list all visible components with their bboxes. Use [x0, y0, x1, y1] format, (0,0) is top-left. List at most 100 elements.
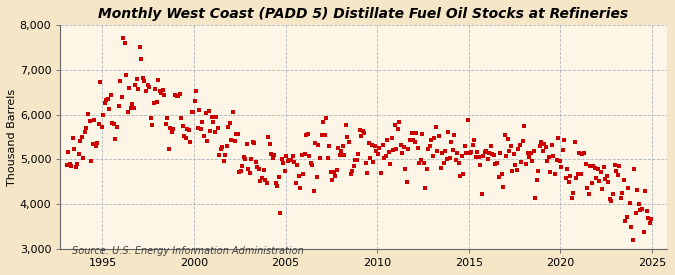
Point — [618, 177, 629, 182]
Point — [448, 147, 458, 152]
Point — [344, 139, 354, 144]
Point — [431, 125, 441, 129]
Point — [479, 149, 490, 154]
Point — [144, 84, 155, 89]
Point — [203, 109, 214, 113]
Point — [255, 178, 266, 183]
Point — [522, 150, 533, 155]
Point — [127, 102, 138, 106]
Point — [357, 129, 368, 134]
Point — [574, 150, 585, 155]
Point — [90, 144, 101, 148]
Point — [576, 172, 587, 176]
Point — [242, 142, 252, 146]
Point — [171, 94, 182, 98]
Point — [347, 169, 358, 173]
Point — [583, 192, 594, 197]
Point — [377, 143, 388, 147]
Point — [507, 169, 518, 173]
Point — [518, 138, 529, 143]
Point — [313, 142, 324, 147]
Point — [122, 109, 133, 114]
Point — [184, 128, 194, 132]
Point — [283, 159, 294, 163]
Point — [454, 161, 464, 166]
Point — [543, 155, 554, 159]
Point — [634, 202, 645, 206]
Point — [249, 141, 260, 145]
Point — [635, 208, 646, 212]
Point — [159, 93, 169, 97]
Point — [250, 160, 261, 164]
Point — [240, 157, 250, 162]
Point — [412, 146, 423, 150]
Point — [116, 95, 127, 99]
Point — [145, 116, 156, 120]
Point — [614, 164, 624, 168]
Point — [151, 100, 162, 104]
Point — [315, 156, 325, 160]
Point — [192, 126, 203, 130]
Point — [516, 160, 526, 164]
Point — [537, 149, 548, 153]
Point — [632, 188, 643, 192]
Point — [415, 158, 426, 162]
Point — [339, 153, 350, 157]
Point — [161, 122, 171, 127]
Point — [223, 124, 234, 129]
Point — [643, 216, 653, 220]
Point — [477, 192, 487, 196]
Point — [111, 125, 122, 129]
Point — [81, 126, 92, 131]
Point — [379, 156, 389, 161]
Point — [302, 131, 313, 136]
Point — [473, 155, 484, 159]
Point — [553, 136, 564, 140]
Point — [526, 159, 537, 164]
Point — [200, 111, 211, 115]
Point — [115, 78, 126, 83]
Point — [506, 143, 516, 148]
Point — [292, 163, 302, 167]
Point — [126, 106, 136, 111]
Point — [374, 146, 385, 150]
Point — [432, 149, 443, 153]
Point — [162, 116, 173, 120]
Point — [103, 97, 113, 101]
Point — [229, 139, 240, 143]
Point — [65, 164, 76, 169]
Point — [382, 138, 393, 142]
Point — [63, 150, 74, 155]
Point — [417, 132, 428, 136]
Point — [293, 173, 304, 178]
Point — [502, 137, 513, 141]
Point — [577, 152, 588, 156]
Point — [273, 174, 284, 179]
Point — [308, 188, 319, 193]
Point — [312, 175, 323, 179]
Point — [153, 78, 163, 82]
Point — [128, 106, 139, 110]
Point — [441, 157, 452, 161]
Point — [406, 131, 417, 136]
Point — [295, 186, 306, 190]
Point — [72, 161, 83, 166]
Point — [438, 161, 449, 166]
Y-axis label: Thousand Barrels: Thousand Barrels — [7, 88, 17, 186]
Point — [351, 158, 362, 162]
Point — [214, 153, 225, 158]
Point — [461, 151, 472, 155]
Point — [146, 123, 157, 127]
Point — [421, 167, 432, 172]
Point — [278, 161, 289, 165]
Point — [261, 181, 272, 185]
Point — [163, 147, 174, 152]
Point — [397, 151, 408, 156]
Point — [612, 172, 623, 177]
Point — [545, 170, 556, 175]
Point — [138, 76, 148, 81]
Point — [124, 86, 134, 90]
Point — [385, 162, 396, 167]
Point — [497, 185, 508, 189]
Point — [472, 150, 483, 154]
